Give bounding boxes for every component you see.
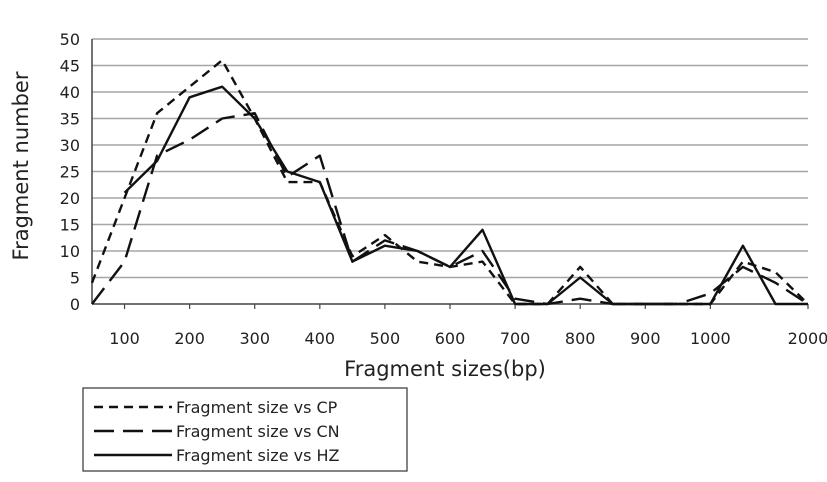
y-tick-label: 10 xyxy=(60,242,80,261)
x-tick-label: 2000 xyxy=(788,329,827,348)
y-tick-label: 30 xyxy=(60,136,80,155)
y-tick-label: 35 xyxy=(60,110,80,129)
series-line-2 xyxy=(91,112,809,306)
gridlines xyxy=(92,38,808,279)
series-line-3 xyxy=(123,85,808,306)
y-tick-labels: 0 5 10 15 20 25 30 35 40 45 50 xyxy=(60,30,80,314)
y-tick-label: 20 xyxy=(60,189,80,208)
y-tick-label: 0 xyxy=(70,295,80,314)
x-tick-label: 100 xyxy=(109,329,140,348)
legend-label: Fragment size vs CP xyxy=(176,398,338,417)
y-tick-label: 15 xyxy=(60,216,80,235)
legend-label: Fragment size vs HZ xyxy=(176,446,340,465)
legend: Fragment size vs CP Fragment size vs CN Fr… xyxy=(82,387,408,472)
legend-box xyxy=(82,387,408,472)
x-tick-label: 900 xyxy=(630,329,661,348)
x-tick-label: 600 xyxy=(435,329,466,348)
x-tick-label: 500 xyxy=(370,329,401,348)
y-tick-label: 50 xyxy=(60,30,80,49)
x-tick-label: 400 xyxy=(305,329,336,348)
x-tick-labels: 100 200 300 400 500 600 700 800 900 1000 2000 xyxy=(109,304,827,348)
y-axis-title: Fragment number xyxy=(9,71,33,260)
x-tick-label: 700 xyxy=(500,329,531,348)
y-tick-label: 5 xyxy=(70,269,80,288)
y-tick-label: 40 xyxy=(60,83,80,102)
series-lines xyxy=(90,59,809,306)
legend-items: Fragment size vs CP Fragment size vs CN Fr… xyxy=(94,398,340,465)
y-tick-label: 25 xyxy=(60,163,80,182)
y-tick-label: 45 xyxy=(60,57,80,76)
x-tick-label: 800 xyxy=(565,329,596,348)
x-tick-label: 200 xyxy=(174,329,205,348)
x-axis-title: Fragment sizes(bp) xyxy=(344,357,546,381)
legend-label: Fragment size vs CN xyxy=(176,422,340,441)
x-tick-label: 300 xyxy=(239,329,270,348)
x-tick-label: 1000 xyxy=(690,329,731,348)
